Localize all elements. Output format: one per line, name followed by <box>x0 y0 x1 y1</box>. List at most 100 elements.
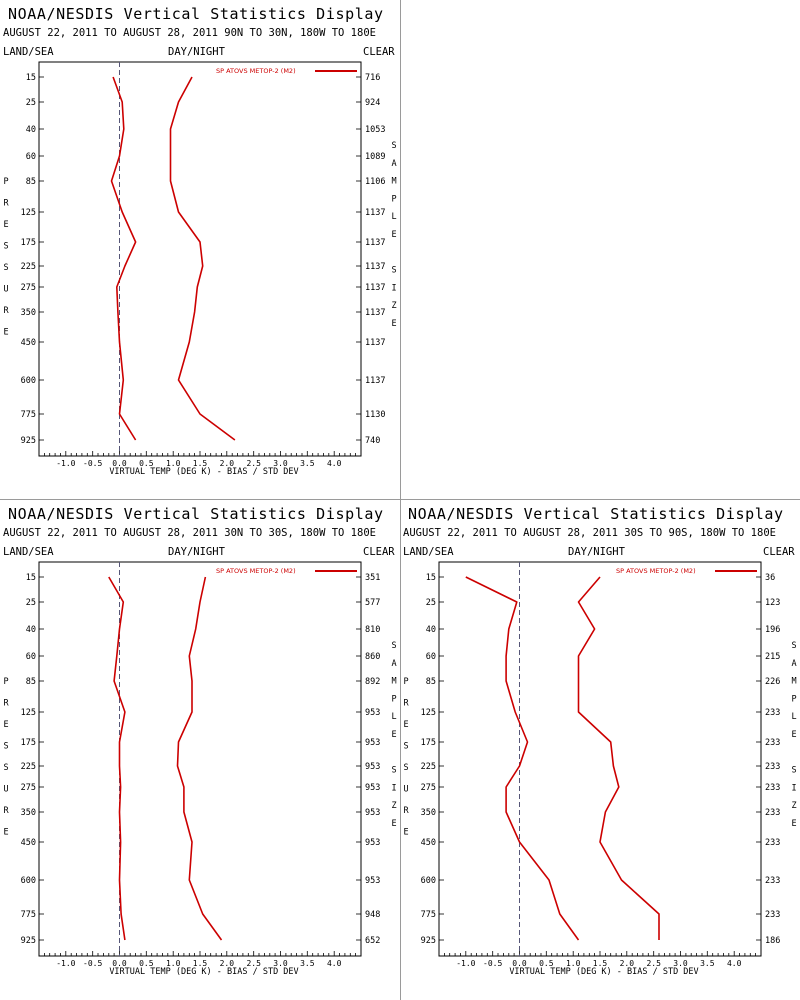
sample-size-axis-letter: M <box>391 177 396 187</box>
pressure-level-label: 925 <box>421 936 436 946</box>
pressure-level-label: 175 <box>421 738 436 748</box>
panel-subtitle: AUGUST 22, 2011 TO AUGUST 28, 2011 30N T… <box>3 527 376 539</box>
pressure-level-label: 350 <box>21 808 36 818</box>
chart-plot: -1.0 -0.5 0.0 0.5 1.0 1.5 2.0 2.5 3.0 3.5 4.0 VIRTU… <box>3 561 397 977</box>
plot-frame <box>38 61 362 457</box>
legend-label: SP ATOVS METOP-2 (M2) <box>616 567 696 575</box>
pressure-level-label: 600 <box>21 876 36 886</box>
pressure-level-label: 275 <box>21 783 36 793</box>
panel-subtitle: AUGUST 22, 2011 TO AUGUST 28, 2011 30S T… <box>403 527 776 539</box>
sample-size-axis-letter: S <box>391 641 396 651</box>
pressure-level-label: 600 <box>421 876 436 886</box>
pressure-level-label: 125 <box>21 708 36 718</box>
panel-title: NOAA/NESDIS Vertical Statistics Display <box>8 5 384 23</box>
x-axis-label: VIRTUAL TEMP (DEG K) - BIAS / STD DEV <box>109 467 298 477</box>
pressure-level-label: 175 <box>21 238 36 248</box>
day-night-label: DAY/NIGHT <box>168 546 225 558</box>
x-tick-label: 2.5 <box>246 459 261 468</box>
sample-size-axis-letter: I <box>791 783 796 793</box>
sample-size-value: 924 <box>365 98 380 108</box>
vertical-divider <box>400 0 401 1000</box>
day-night-label: DAY/NIGHT <box>568 546 625 558</box>
x-axis-label: VIRTUAL TEMP (DEG K) - BIAS / STD DEV <box>509 967 698 977</box>
sample-size-value: 233 <box>765 910 780 920</box>
sample-size-axis-letter: S <box>391 266 396 276</box>
pressure-axis-letter: R <box>3 199 9 209</box>
bias-line <box>108 576 126 941</box>
x-tick-label: 3.5 <box>700 959 715 968</box>
sample-size-value: 233 <box>765 708 780 718</box>
sample-size-axis-letter: Z <box>791 801 796 811</box>
sample-size-value: 196 <box>765 625 780 635</box>
pressure-axis-letter: S <box>3 763 8 773</box>
bias-line <box>465 576 580 941</box>
std-dev-line <box>176 576 223 941</box>
sample-size-value: 953 <box>365 783 380 793</box>
sample-size-value: 233 <box>765 838 780 848</box>
x-tick-label: 3.5 <box>300 959 315 968</box>
pressure-axis-letter: R <box>403 699 409 709</box>
pressure-level-label: 25 <box>26 98 36 108</box>
pressure-axis-letter: P <box>3 177 8 187</box>
sample-size-value: 233 <box>765 808 780 818</box>
sample-size-axis-letter: L <box>391 212 396 222</box>
sample-size-value: 953 <box>365 762 380 772</box>
pressure-axis-letter: U <box>3 785 8 795</box>
pressure-level-label: 450 <box>21 338 36 348</box>
sample-size-value: 1089 <box>365 152 385 162</box>
sample-size-axis-letter: A <box>391 159 396 169</box>
sample-size-value: 36 <box>765 573 775 583</box>
pressure-level-label: 225 <box>21 262 36 272</box>
x-tick-label: 1.5 <box>593 959 608 968</box>
clear-label: CLEAR <box>363 46 395 58</box>
sample-size-value: 233 <box>765 738 780 748</box>
pressure-axis-letter: E <box>3 220 8 230</box>
sample-size-axis-letter: S <box>391 766 396 776</box>
x-tick-label: -0.5 <box>483 959 502 968</box>
sample-size-value: 577 <box>365 598 380 608</box>
plot-frame <box>38 561 362 957</box>
sample-size-value: 860 <box>365 652 380 662</box>
pressure-level-label: 85 <box>26 677 36 687</box>
clear-label: CLEAR <box>363 546 395 558</box>
pressure-level-label: 775 <box>421 910 436 920</box>
sample-size-axis-letter: I <box>391 783 396 793</box>
pressure-level-label: 600 <box>21 376 36 386</box>
x-tick-label: 3.0 <box>273 459 288 468</box>
pressure-level-label: 15 <box>426 573 436 583</box>
legend-label: SP ATOVS METOP-2 (M2) <box>216 567 296 575</box>
sample-size-value: 226 <box>765 677 780 687</box>
sample-size-value: 1106 <box>365 177 385 187</box>
x-tick-label: -1.0 <box>456 959 475 968</box>
pressure-level-label: 25 <box>426 598 436 608</box>
x-tick-label: -0.5 <box>83 459 102 468</box>
land-sea-label: LAND/SEA <box>3 46 54 58</box>
sample-size-axis-letter: E <box>791 819 796 829</box>
chart-plot: -1.0 -0.5 0.0 0.5 1.0 1.5 2.0 2.5 3.0 3.5 4.0 VIRTU… <box>403 561 797 977</box>
x-tick-label: 3.5 <box>300 459 315 468</box>
sample-size-axis-letter: E <box>391 730 396 740</box>
sample-size-value: 740 <box>365 436 380 446</box>
x-tick-label: -0.5 <box>83 959 102 968</box>
sample-size-axis-letter: A <box>791 659 796 669</box>
pressure-level-label: 60 <box>426 652 436 662</box>
panel-title: NOAA/NESDIS Vertical Statistics Display <box>408 505 784 523</box>
x-tick-label: 2.0 <box>620 959 635 968</box>
day-night-label: DAY/NIGHT <box>168 46 225 58</box>
pressure-axis-letter: R <box>3 306 9 316</box>
x-tick-label: 3.0 <box>273 959 288 968</box>
pressure-axis-letter: R <box>3 699 9 709</box>
std-dev-line <box>577 576 660 940</box>
pressure-level-label: 275 <box>21 283 36 293</box>
land-sea-label: LAND/SEA <box>3 546 54 558</box>
sample-size-axis-letter: Z <box>391 301 396 311</box>
sample-size-axis-letter: S <box>791 641 796 651</box>
sample-size-value: 953 <box>365 876 380 886</box>
bias-line <box>110 76 137 441</box>
pressure-level-label: 125 <box>421 708 436 718</box>
pressure-level-label: 775 <box>21 910 36 920</box>
pressure-level-label: 60 <box>26 652 36 662</box>
x-tick-label: 0.5 <box>139 459 154 468</box>
pressure-level-label: 225 <box>21 762 36 772</box>
x-tick-label: 2.0 <box>220 459 235 468</box>
